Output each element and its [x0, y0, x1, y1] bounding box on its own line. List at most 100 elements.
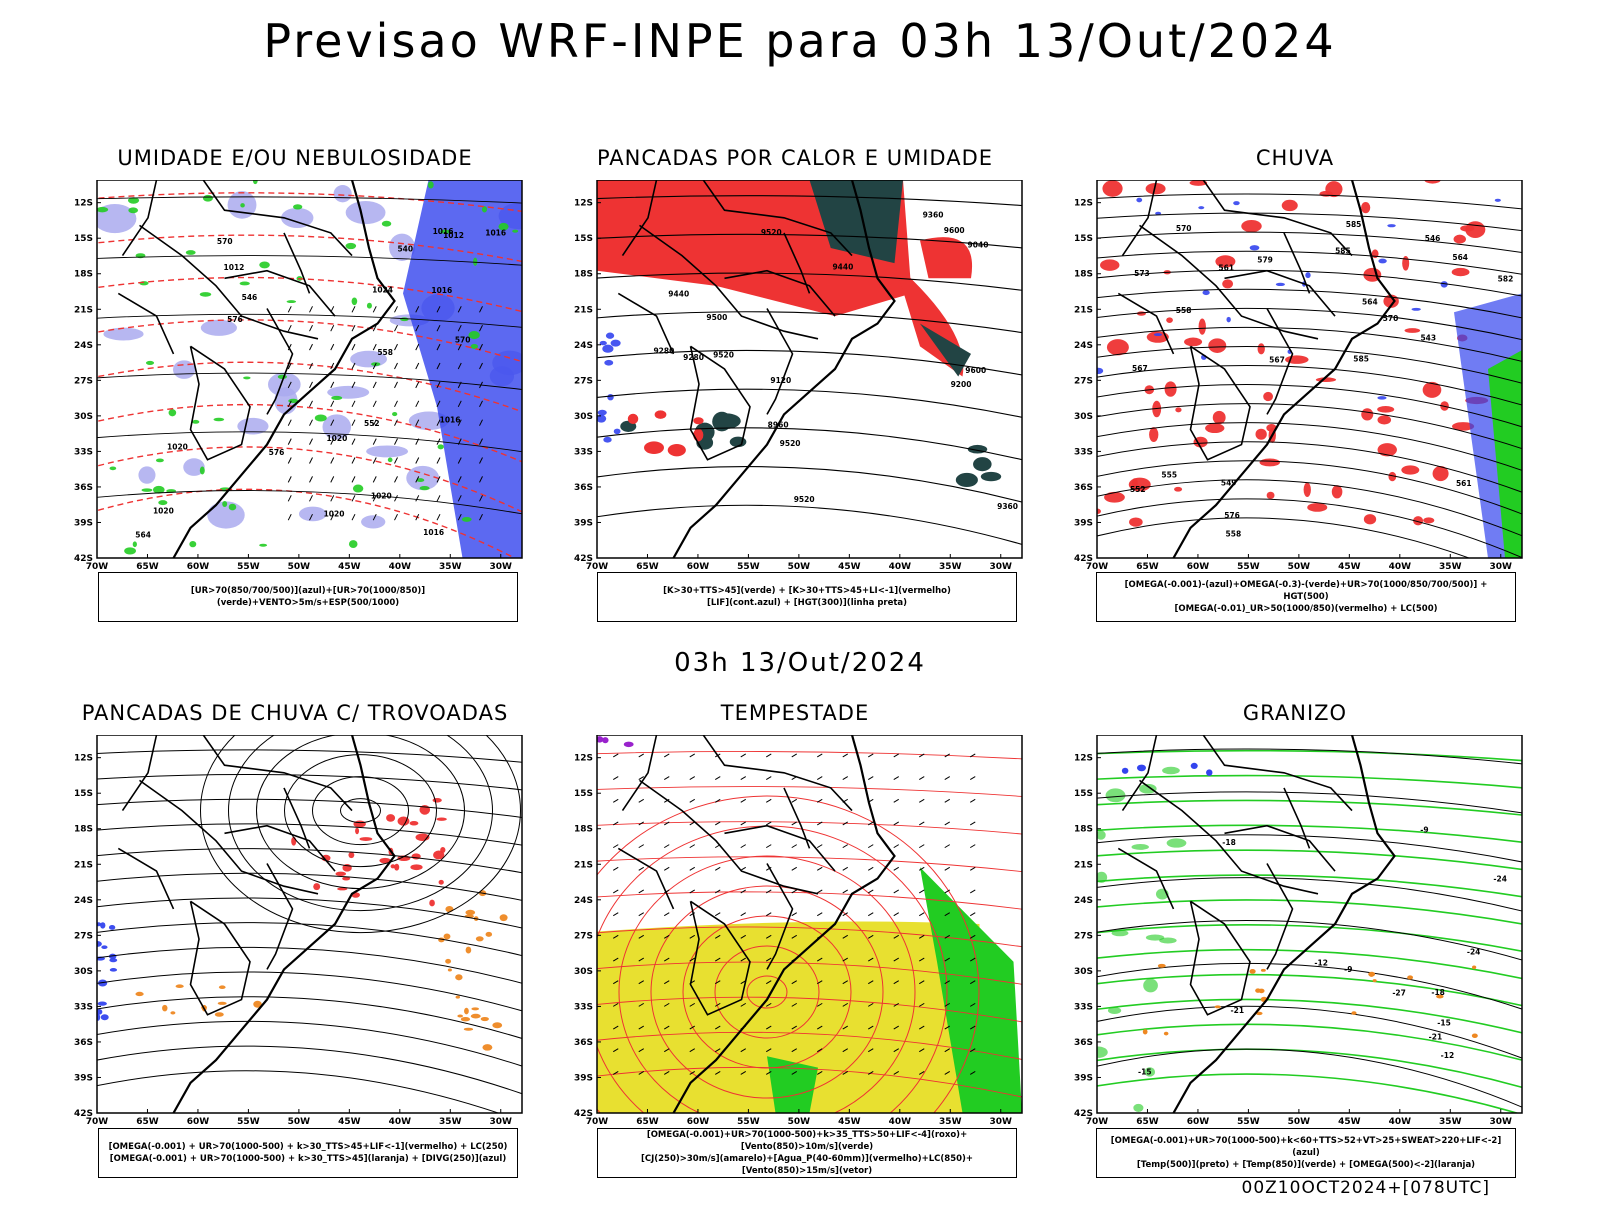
humidity-1000-850-area	[145, 360, 155, 365]
lat-tick-label: 27S	[574, 931, 593, 941]
wind-vector-850	[714, 1025, 721, 1030]
panel-title: GRANIZO	[1242, 701, 1348, 725]
lon-tick-label: 55W	[737, 1117, 760, 1127]
omega-ur-rain-area	[1388, 471, 1397, 482]
map-frame	[596, 735, 1023, 1114]
wind-vector-850	[918, 753, 925, 758]
contour-label: 558	[1226, 529, 1242, 538]
streamline-250	[200, 735, 521, 934]
lat-tick-label: 39S	[74, 1073, 93, 1083]
wind-vector-850	[842, 889, 849, 894]
wind-vector	[436, 343, 441, 351]
humidity-1000-850-area	[439, 229, 451, 234]
humidity-1000-850-area	[228, 503, 237, 511]
lon-tick-label: 50W	[288, 562, 311, 572]
pressure-contour	[97, 313, 522, 328]
wind-vector	[479, 495, 483, 502]
thunderstorm-orange-area	[217, 1001, 227, 1005]
wind-vector	[330, 400, 335, 408]
temp850-contour	[1131, 844, 1149, 850]
wind-vector-850	[816, 957, 823, 962]
temp850-contour	[1105, 788, 1126, 803]
precipitable-water-contour	[746, 975, 788, 1009]
precipitable-water-contour	[618, 855, 916, 1113]
legend-line: [OMEGA(-0.001)+UR>70(1000-500)+k>35_TTS>…	[646, 1130, 968, 1152]
contour-label: 552	[364, 419, 380, 428]
wind-vector-850	[969, 753, 976, 758]
lon-tick-label: 50W	[788, 562, 811, 572]
lat-tick-label: 12S	[1074, 199, 1093, 209]
humidity-1000-850-area	[259, 261, 270, 269]
wind-vector-850	[714, 821, 721, 826]
political-border	[1117, 292, 1175, 355]
lat-tick-label: 27S	[1074, 931, 1093, 941]
thunderstorm-red-area	[438, 879, 444, 885]
wind-vector-850	[816, 821, 823, 826]
wind-vector-850	[765, 889, 772, 894]
wind-vector	[415, 306, 420, 313]
hgt300-contour	[597, 427, 1022, 461]
hgt500-contour	[1097, 479, 1522, 537]
wind-vector	[287, 343, 292, 351]
coastline	[672, 180, 896, 558]
wind-vector-850	[663, 1025, 670, 1030]
omega-ur-rain-area	[1361, 201, 1371, 214]
lon-tick-label: 45W	[338, 562, 361, 572]
lon-tick-label: 30W	[990, 1117, 1013, 1127]
wind-vector	[309, 306, 313, 313]
streamline-250	[97, 996, 522, 1040]
wind-vector	[372, 343, 377, 351]
streamline-250	[97, 872, 522, 901]
wind-vector	[309, 438, 313, 445]
lon-tick-label: 35W	[439, 562, 462, 572]
wind-vector-850	[689, 1002, 696, 1007]
lon-tick-label: 50W	[1288, 1117, 1311, 1127]
wind-vector-850	[918, 912, 925, 917]
omega-ur-rain-area	[1377, 405, 1395, 413]
wind-vector	[479, 306, 483, 313]
humidity-850-500-area	[333, 185, 352, 203]
streamline-250	[97, 946, 522, 984]
lon-tick-label: 55W	[237, 562, 260, 572]
lat-tick-label: 27S	[1074, 376, 1093, 386]
lat-tick-label: 30S	[74, 412, 93, 422]
wind-vector	[479, 513, 483, 521]
omega500-area	[1249, 969, 1256, 974]
wind-vector-850	[944, 844, 951, 849]
wind-vector-850	[969, 776, 976, 781]
wind-vector-850	[893, 889, 900, 894]
streamline-250	[284, 754, 437, 868]
humidity-1000-850-area	[512, 229, 519, 233]
wind-vector-850	[969, 889, 976, 894]
lon-tick-label: 50W	[288, 1117, 311, 1127]
contour-label: 582	[1498, 275, 1514, 284]
wind-vector-850	[842, 957, 849, 962]
thunderstorm-orange-area	[470, 1013, 481, 1019]
map-frame	[96, 180, 523, 559]
contour-label: 570	[455, 335, 471, 344]
thickness-contour	[97, 361, 522, 413]
temp500-contour	[1097, 919, 1522, 961]
wind-vector-850	[791, 980, 798, 985]
map-layers	[97, 735, 522, 1113]
omega-ur-rain-area	[1423, 517, 1435, 524]
instability-li-area	[654, 410, 667, 419]
humidity-1000-850-area	[400, 317, 409, 322]
humidity-1000-850-area	[243, 376, 251, 380]
omega-ur-rain-area	[1146, 331, 1169, 343]
contour-label: 561	[1218, 264, 1234, 273]
contour-label: 1016	[485, 228, 506, 237]
temp850-contour	[1097, 899, 1522, 925]
humidity-1000-850-area	[345, 242, 357, 250]
omega500-area	[1369, 973, 1374, 977]
hail-area	[1190, 762, 1198, 770]
wind-vector-850	[944, 798, 951, 803]
lat-tick-label: 12S	[74, 199, 93, 209]
wind-vector-850	[867, 1025, 874, 1030]
wind-vector	[372, 419, 377, 426]
wind-vector	[351, 362, 356, 370]
lon-tick-label: 40W	[389, 1117, 412, 1127]
wind-vector	[351, 438, 356, 445]
wind-vector-850	[893, 1048, 900, 1053]
wind-vector-850	[918, 844, 925, 849]
